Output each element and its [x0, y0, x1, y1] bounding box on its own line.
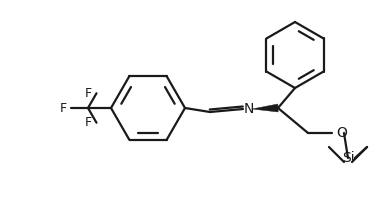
Text: N: N — [244, 102, 254, 116]
Polygon shape — [252, 104, 278, 112]
Text: O: O — [336, 126, 347, 140]
Text: F: F — [85, 116, 92, 129]
Text: Si: Si — [342, 151, 354, 165]
Text: F: F — [59, 101, 67, 115]
Text: F: F — [85, 87, 92, 100]
